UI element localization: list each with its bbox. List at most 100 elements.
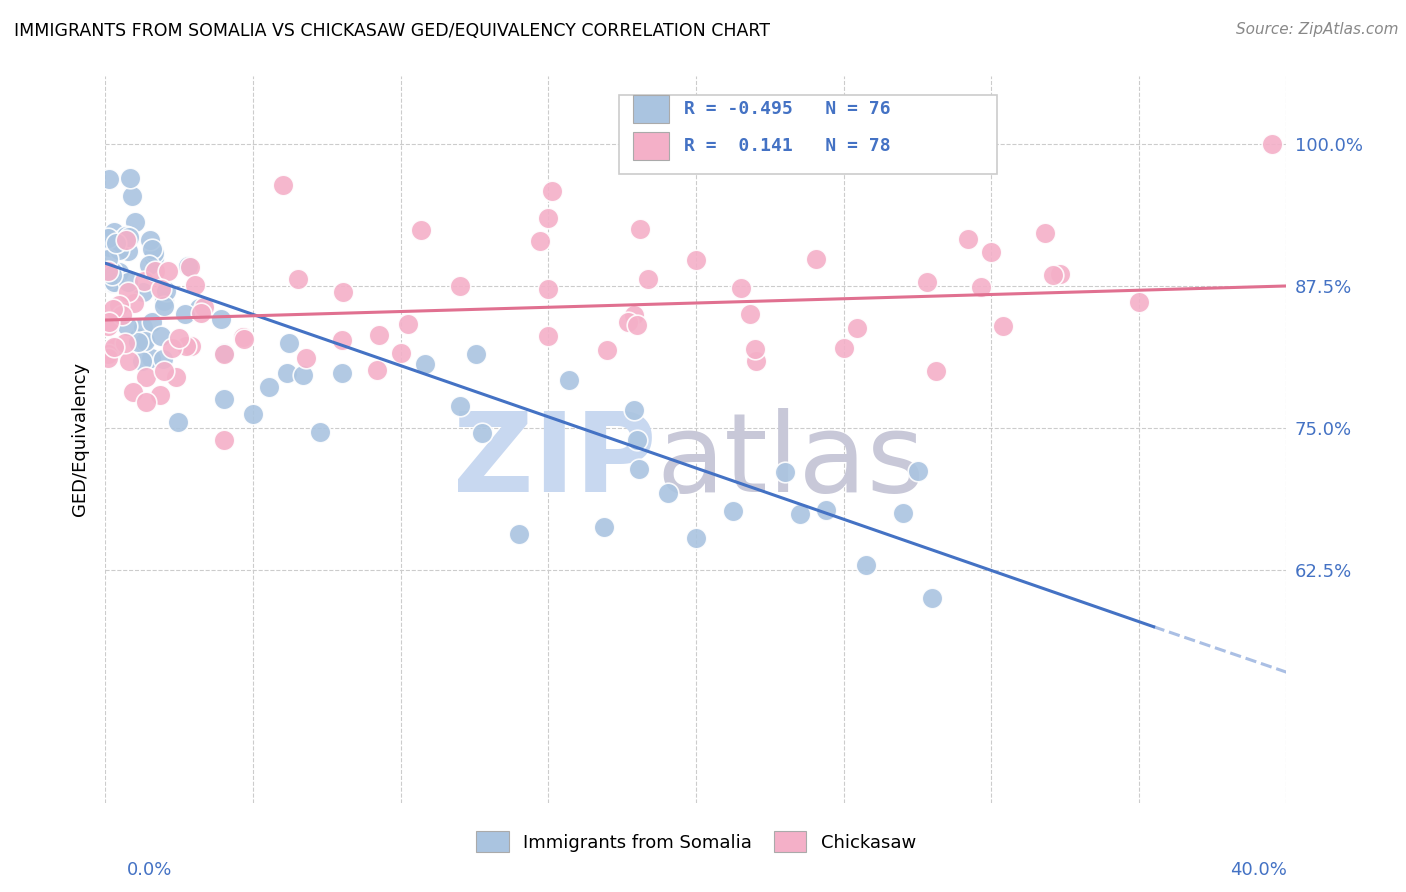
Point <box>891 506 914 520</box>
Point <box>138 258 160 272</box>
Point <box>97 252 120 266</box>
Text: atlas: atlas <box>657 408 925 515</box>
Point <box>623 308 645 322</box>
Point <box>1042 268 1064 282</box>
Point <box>103 225 125 239</box>
Point <box>773 465 796 479</box>
Point <box>685 531 707 545</box>
Point <box>537 329 560 343</box>
Point <box>721 504 744 518</box>
Point <box>449 399 471 413</box>
Point <box>846 321 869 335</box>
Point <box>295 351 318 365</box>
Point <box>214 347 236 361</box>
Point <box>103 340 125 354</box>
Point <box>1033 226 1056 240</box>
Point <box>179 260 201 274</box>
Point <box>111 308 134 322</box>
Point <box>980 245 1002 260</box>
Point <box>623 402 645 417</box>
Point <box>118 229 141 244</box>
Point <box>415 357 437 371</box>
Point <box>132 319 155 334</box>
Point <box>103 275 125 289</box>
Point <box>806 252 828 267</box>
Point <box>617 315 640 329</box>
Point <box>592 520 614 534</box>
Point <box>108 265 131 279</box>
Point <box>271 178 294 192</box>
Point <box>814 503 837 517</box>
Point <box>118 170 141 185</box>
Point <box>155 284 177 298</box>
Point <box>101 277 124 291</box>
Point <box>366 363 388 377</box>
Point <box>122 384 145 399</box>
Point <box>626 318 648 332</box>
Point <box>124 215 146 229</box>
Point <box>152 351 174 366</box>
Point <box>921 591 943 606</box>
Point <box>257 380 280 394</box>
Point <box>627 461 650 475</box>
Point <box>190 306 212 320</box>
Point <box>101 302 124 317</box>
Point <box>149 388 172 402</box>
Point <box>97 231 120 245</box>
Point <box>541 184 564 198</box>
Point <box>209 312 232 326</box>
Point <box>97 271 120 285</box>
Point <box>101 264 124 278</box>
Point <box>97 318 120 333</box>
Point <box>143 251 166 265</box>
Point <box>855 558 877 572</box>
Point <box>242 407 264 421</box>
Point <box>141 242 163 256</box>
Point <box>174 307 197 321</box>
Point <box>917 275 939 289</box>
Point <box>108 243 131 257</box>
Point <box>132 334 155 349</box>
Point <box>907 464 929 478</box>
Point <box>153 294 176 309</box>
Point <box>141 314 163 328</box>
Point <box>596 343 619 358</box>
FancyBboxPatch shape <box>633 132 669 160</box>
Point <box>117 244 139 258</box>
Point <box>139 233 162 247</box>
Point <box>153 299 176 313</box>
Point <box>508 526 530 541</box>
Point <box>118 353 141 368</box>
Point <box>117 285 139 300</box>
Point <box>124 295 146 310</box>
Y-axis label: GED/Equivalency: GED/Equivalency <box>72 362 90 516</box>
Point <box>115 318 138 333</box>
Point <box>152 364 174 378</box>
Point <box>330 367 353 381</box>
Point <box>637 272 659 286</box>
Point <box>135 395 157 409</box>
Point <box>332 285 354 300</box>
Point <box>162 341 184 355</box>
Point <box>231 330 253 344</box>
Point <box>135 370 157 384</box>
Point <box>396 317 419 331</box>
Point <box>101 268 124 282</box>
Point <box>537 211 560 225</box>
Point <box>449 279 471 293</box>
Point <box>1261 136 1284 151</box>
Point <box>558 372 581 386</box>
Point <box>97 264 120 278</box>
Text: Source: ZipAtlas.com: Source: ZipAtlas.com <box>1236 22 1399 37</box>
Point <box>537 282 560 296</box>
Point <box>104 341 127 355</box>
Point <box>165 370 187 384</box>
Point <box>232 332 254 346</box>
Point <box>97 351 120 365</box>
Point <box>149 282 172 296</box>
Point <box>626 433 648 447</box>
Point <box>127 334 149 349</box>
Point <box>685 253 707 268</box>
Point <box>121 189 143 203</box>
Point <box>97 271 120 285</box>
